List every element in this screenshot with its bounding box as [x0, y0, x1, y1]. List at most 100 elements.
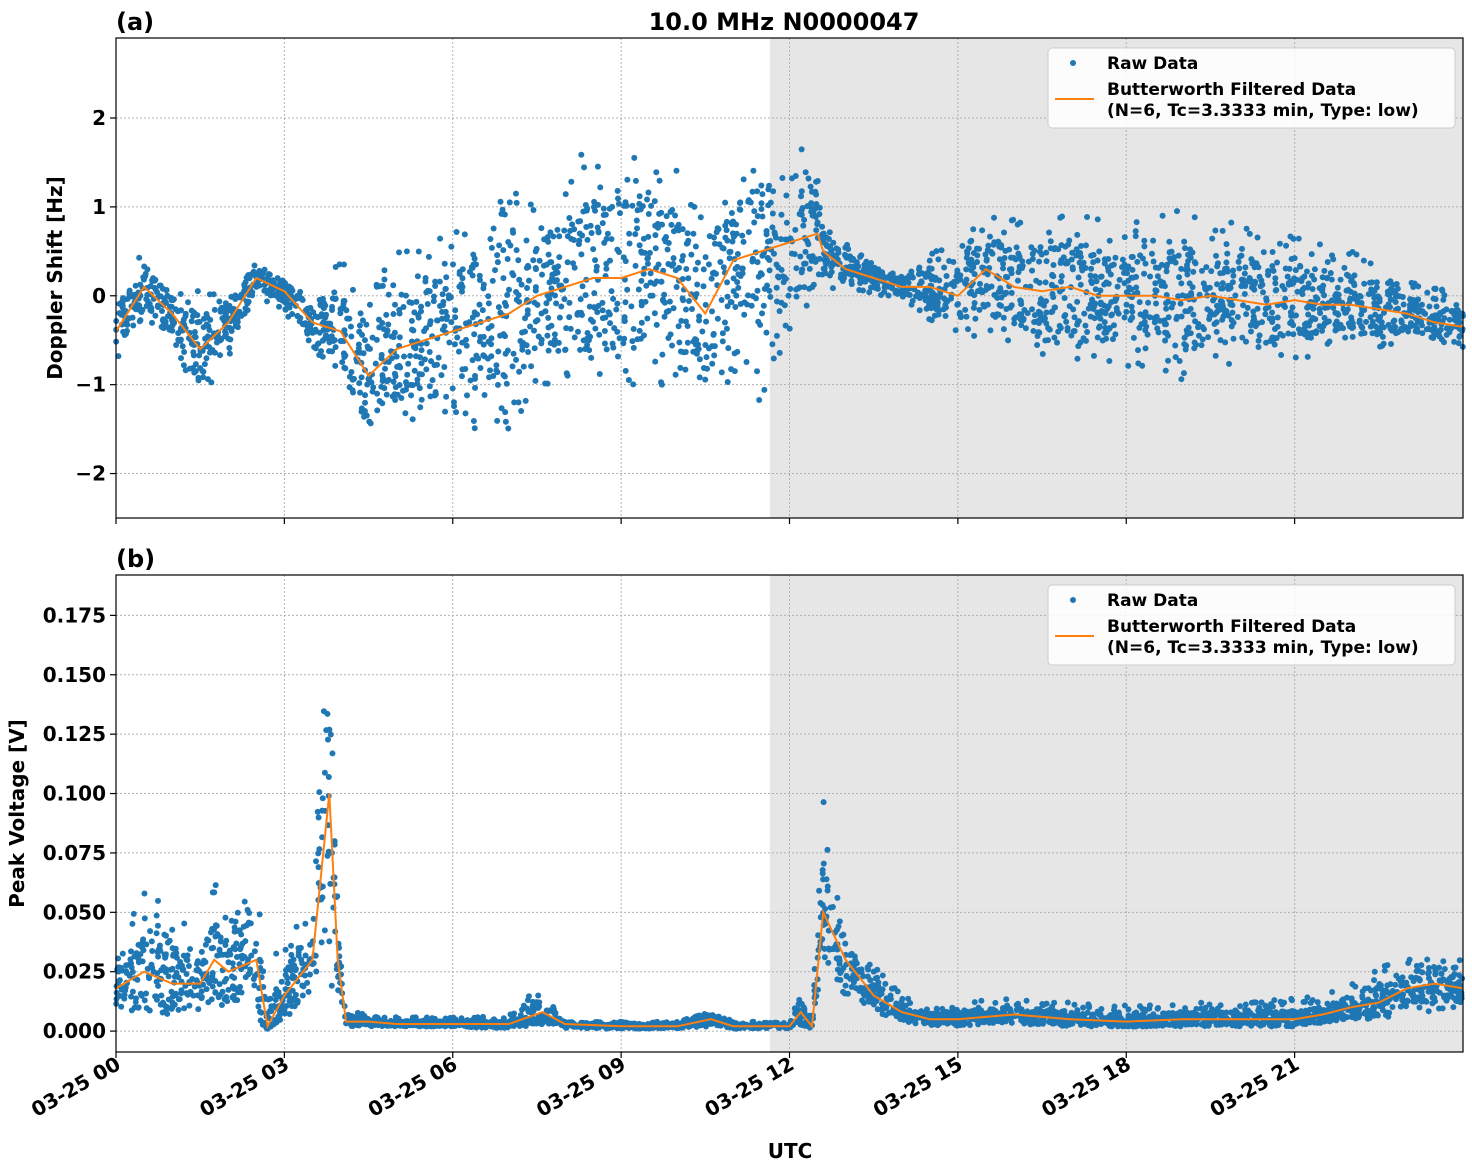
raw-data-point	[1055, 246, 1061, 252]
raw-data-point	[358, 310, 364, 316]
raw-data-point	[662, 236, 668, 242]
raw-data-point	[1397, 293, 1403, 299]
raw-data-point	[472, 425, 478, 431]
raw-data-point	[426, 254, 432, 260]
raw-data-point	[720, 338, 726, 344]
raw-data-point	[808, 209, 814, 215]
raw-data-point	[1139, 321, 1145, 327]
raw-data-point	[1153, 301, 1159, 307]
raw-data-point	[863, 259, 869, 265]
raw-data-point	[128, 948, 134, 954]
raw-data-point	[522, 315, 528, 321]
raw-data-point	[325, 737, 331, 743]
raw-data-point	[847, 264, 853, 270]
raw-data-point	[1048, 238, 1054, 244]
raw-data-point	[319, 939, 325, 945]
raw-data-point	[1049, 282, 1055, 288]
raw-data-point	[161, 319, 167, 325]
raw-data-point	[767, 294, 773, 300]
raw-data-point	[596, 332, 602, 338]
raw-data-point	[563, 278, 569, 284]
raw-data-point	[711, 331, 717, 337]
raw-data-point	[410, 416, 416, 422]
raw-data-point	[1030, 328, 1036, 334]
raw-data-point	[1112, 255, 1118, 261]
raw-data-point	[859, 997, 865, 1003]
raw-data-point	[440, 291, 446, 297]
raw-data-point	[344, 316, 350, 322]
raw-data-point	[637, 328, 643, 334]
raw-data-point	[227, 337, 233, 343]
raw-data-point	[126, 962, 132, 968]
raw-data-point	[1083, 265, 1089, 271]
raw-data-point	[798, 193, 804, 199]
raw-data-point	[1297, 263, 1303, 269]
raw-data-point	[129, 921, 135, 927]
raw-data-point	[397, 382, 403, 388]
raw-data-point	[1335, 285, 1341, 291]
raw-data-point	[591, 290, 597, 296]
raw-data-point	[511, 399, 517, 405]
raw-data-point	[774, 285, 780, 291]
raw-data-point	[381, 267, 387, 273]
raw-data-point	[1275, 324, 1281, 330]
raw-data-point	[1401, 301, 1407, 307]
raw-data-point	[202, 959, 208, 965]
raw-data-point	[470, 1017, 476, 1023]
raw-data-point	[789, 251, 795, 257]
raw-data-point	[1305, 305, 1311, 311]
raw-data-point	[545, 239, 551, 245]
raw-data-point	[392, 371, 398, 377]
raw-data-point	[1371, 288, 1377, 294]
raw-data-point	[764, 282, 770, 288]
raw-data-point	[1269, 310, 1275, 316]
raw-data-point	[510, 230, 516, 236]
raw-data-point	[169, 927, 175, 933]
raw-data-point	[578, 152, 584, 158]
raw-data-point	[579, 233, 585, 239]
raw-data-point	[212, 978, 218, 984]
raw-data-point	[493, 362, 499, 368]
raw-data-point	[488, 341, 494, 347]
raw-data-point	[799, 146, 805, 152]
raw-data-point	[205, 977, 211, 983]
raw-data-point	[1223, 259, 1229, 265]
raw-data-point	[424, 1015, 430, 1021]
raw-data-point	[459, 373, 465, 379]
raw-data-point	[645, 234, 651, 240]
raw-data-point	[644, 197, 650, 203]
raw-data-point	[444, 316, 450, 322]
raw-data-point	[1072, 328, 1078, 334]
raw-data-point	[1264, 298, 1270, 304]
raw-data-point	[410, 327, 416, 333]
raw-data-point	[701, 266, 707, 272]
raw-data-point	[1214, 329, 1220, 335]
raw-data-point	[844, 973, 850, 979]
raw-data-point	[505, 348, 511, 354]
raw-data-point	[1074, 299, 1080, 305]
raw-data-point	[1055, 329, 1061, 335]
raw-data-point	[584, 237, 590, 243]
raw-data-point	[1088, 272, 1094, 278]
raw-data-point	[1008, 266, 1014, 272]
raw-data-point	[1338, 277, 1344, 283]
raw-data-point	[292, 1003, 298, 1009]
raw-data-point	[669, 207, 675, 213]
raw-data-point	[676, 222, 682, 228]
raw-data-point	[1159, 262, 1165, 268]
raw-data-point	[1363, 319, 1369, 325]
raw-data-point	[724, 219, 730, 225]
raw-data-point	[495, 382, 501, 388]
raw-data-point	[212, 307, 218, 313]
raw-data-point	[923, 297, 929, 303]
raw-data-point	[737, 199, 743, 205]
raw-data-point	[481, 282, 487, 288]
raw-data-point	[524, 1005, 530, 1011]
raw-data-point	[419, 347, 425, 353]
raw-data-point	[306, 337, 312, 343]
raw-data-point	[528, 201, 534, 207]
raw-data-point	[652, 310, 658, 316]
raw-data-point	[741, 312, 747, 318]
raw-data-point	[170, 319, 176, 325]
